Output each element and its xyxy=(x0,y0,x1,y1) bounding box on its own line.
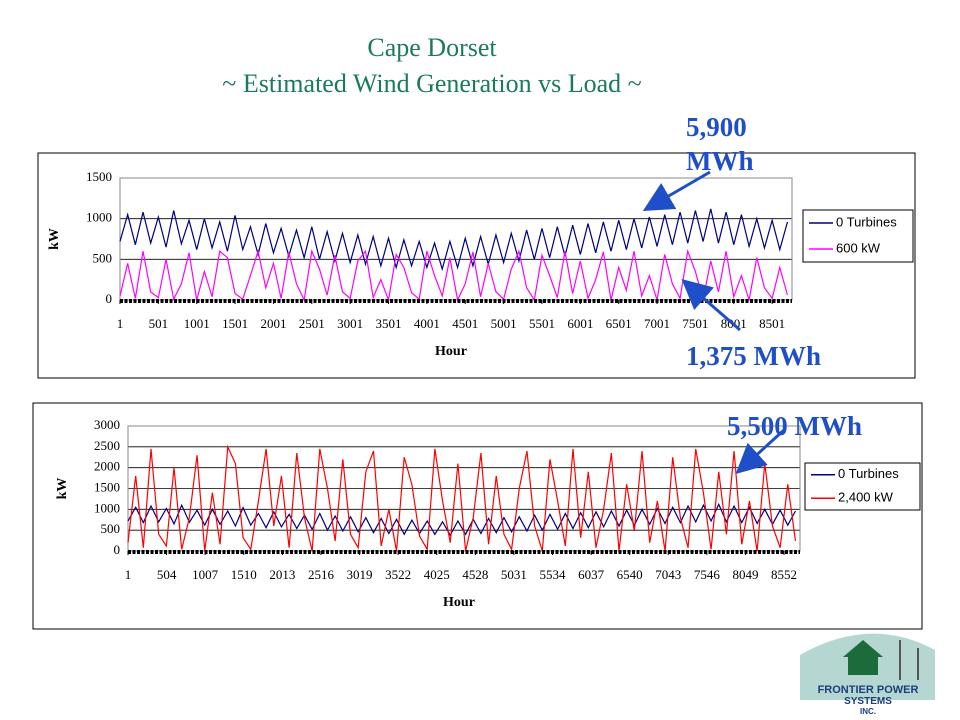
x-axis-label: Hour xyxy=(435,344,467,359)
x-tick-label: 1007 xyxy=(192,567,219,582)
y-tick-label: 1500 xyxy=(94,479,120,494)
x-tick-label: 8049 xyxy=(732,567,758,582)
x-tick-label: 8552 xyxy=(771,567,797,582)
x-tick-label: 6501 xyxy=(606,316,632,331)
y-tick-label: 1000 xyxy=(94,500,120,515)
series-line xyxy=(127,444,797,552)
logo-text: FRONTIER POWER xyxy=(818,684,919,696)
y-tick-label: 2000 xyxy=(94,459,120,474)
y-tick-label: 1000 xyxy=(86,210,112,225)
y-tick-label: 500 xyxy=(93,250,113,265)
y-axis-label: kW xyxy=(47,228,62,250)
y-tick-label: 1500 xyxy=(86,169,112,184)
x-tick-label: 5001 xyxy=(491,316,517,331)
x-tick-label: 1501 xyxy=(222,316,248,331)
chart-frame xyxy=(37,152,916,379)
x-tick-label: 2001 xyxy=(260,316,286,331)
x-tick-label: 6540 xyxy=(617,567,643,582)
x-tick-label: 1510 xyxy=(231,567,257,582)
x-tick-label: 7501 xyxy=(682,316,708,331)
x-tick-label: 1001 xyxy=(184,316,210,331)
x-tick-label: 3019 xyxy=(347,567,373,582)
logo-text: INC. xyxy=(860,707,876,716)
arrow xyxy=(642,170,711,212)
x-tick-label: 504 xyxy=(157,567,177,582)
legend-label: 2,400 kW xyxy=(838,490,894,505)
x-tick-label: 5534 xyxy=(539,567,566,582)
legend-label: 600 kW xyxy=(836,240,881,255)
logo: FRONTIER POWER SYSTEMS INC. xyxy=(800,633,935,716)
x-tick-label: 6037 xyxy=(578,567,605,582)
x-tick-label: 2013 xyxy=(269,567,295,582)
x-tick-label: 3522 xyxy=(385,567,411,582)
y-tick-label: 0 xyxy=(106,291,113,306)
x-tick-label: 5501 xyxy=(529,316,555,331)
x-tick-label: 6001 xyxy=(567,316,593,331)
annotation-line: 5,900 xyxy=(686,112,747,142)
x-tick-label: 1 xyxy=(117,316,124,331)
x-tick-label: 4501 xyxy=(452,316,478,331)
legend xyxy=(804,462,921,511)
x-tick-label: 4001 xyxy=(414,316,440,331)
x-tick-label: 4528 xyxy=(462,567,488,582)
legend xyxy=(802,209,914,263)
annotation: 5,500 MWh xyxy=(727,411,862,441)
slide-title: Cape Dorset xyxy=(367,33,497,62)
slide-subtitle: ~ Estimated Wind Generation vs Load ~ xyxy=(222,69,641,98)
x-tick-label: 8501 xyxy=(759,316,785,331)
series-line xyxy=(119,248,789,303)
y-axis-label: kW xyxy=(55,478,70,500)
y-tick-label: 0 xyxy=(114,542,121,557)
annotation: 5,900 MWh xyxy=(686,112,754,176)
legend-label: 0 Turbines xyxy=(838,466,899,481)
x-tick-label: 5031 xyxy=(501,567,527,582)
x-tick-label: 1 xyxy=(125,567,132,582)
x-axis-label: Hour xyxy=(443,595,475,610)
x-tick-label: 7043 xyxy=(655,567,681,582)
x-tick-label: 7001 xyxy=(644,316,670,331)
y-tick-label: 500 xyxy=(101,521,121,536)
y-tick-label: 3000 xyxy=(94,417,120,432)
series-line xyxy=(119,208,789,272)
annotation-line: MWh xyxy=(686,146,754,176)
annotation: 1,375 MWh xyxy=(686,341,821,371)
y-tick-label: 2500 xyxy=(94,438,120,453)
x-tick-label: 2516 xyxy=(308,567,335,582)
x-tick-label: 3501 xyxy=(376,316,402,331)
x-tick-label: 501 xyxy=(149,316,169,331)
arrow xyxy=(681,279,741,332)
x-tick-label: 2501 xyxy=(299,316,325,331)
x-tick-label: 3001 xyxy=(337,316,363,331)
series-line xyxy=(127,502,797,537)
logo-text: SYSTEMS xyxy=(844,696,892,707)
legend-label: 0 Turbines xyxy=(836,214,897,229)
x-tick-label: 4025 xyxy=(424,567,450,582)
arrow xyxy=(735,428,786,475)
x-tick-label: 7546 xyxy=(694,567,721,582)
